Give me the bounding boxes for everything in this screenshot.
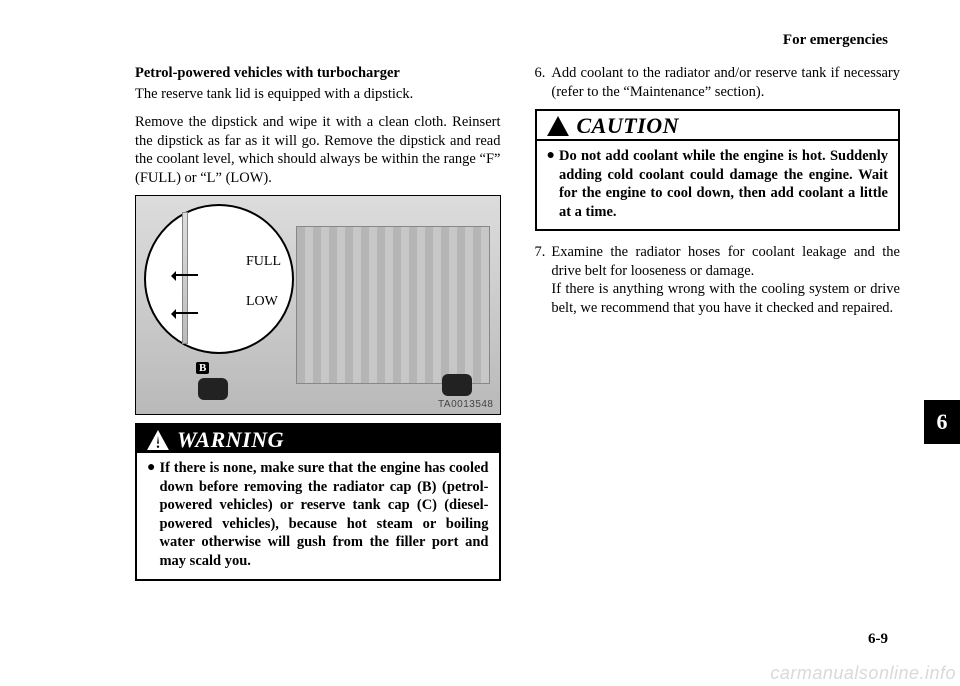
low-label: LOW [246,294,278,310]
warning-title-bar: WARNING [137,425,499,453]
step-list: 7. Examine the radiator hoses for coolan… [535,243,901,317]
right-column: 6. Add coolant to the radiator and/or re… [535,64,901,591]
step-number: 6. [535,64,546,101]
watermark: carmanualsonline.info [770,663,956,684]
subheading: Petrol-powered vehicles with turbocharge… [135,64,501,83]
content-columns: Petrol-powered vehicles with turbocharge… [135,64,900,591]
full-marker [174,274,198,276]
step-text: Examine the radiator hoses for coolant l… [551,243,900,317]
caution-title-text: CAUTION [577,113,680,139]
engine-figure: FULL LOW TA0013548 [135,195,501,415]
warning-triangle-icon [147,430,169,450]
warning-body: ● If there is none, make sure that the e… [137,453,499,578]
manual-page: For emergencies Petrol-powered vehicles … [0,0,960,686]
caution-body: ● Do not add coolant while the engine is… [537,141,899,229]
step-7: 7. Examine the radiator hoses for coolan… [535,243,901,317]
dipstick-icon [182,212,188,344]
warning-text: If there is none, make sure that the eng… [159,459,488,570]
low-marker [174,312,198,314]
paragraph: The reserve tank lid is equipped with a … [135,85,501,104]
bullet-icon: ● [547,147,555,221]
paragraph: Remove the dipstick and wipe it with a c… [135,113,501,187]
figure-id: TA0013548 [438,399,493,410]
bullet-icon: ● [147,459,155,570]
left-column: Petrol-powered vehicles with turbocharge… [135,64,501,591]
cap-icon [442,374,472,396]
warning-title-text: WARNING [177,427,284,453]
dipstick-callout [144,204,294,354]
step-text-line: Examine the radiator hoses for coolant l… [551,244,900,279]
caution-text: Do not add coolant while the engine is h… [559,147,888,221]
step-6: 6. Add coolant to the radiator and/or re… [535,64,901,101]
step-text: Add coolant to the radiator and/or reser… [551,64,900,101]
radiator-cap-b [198,378,228,400]
step-number: 7. [535,243,546,317]
page-number: 6-9 [868,631,888,648]
step-text-line: If there is anything wrong with the cool… [551,281,900,316]
full-label: FULL [246,254,281,270]
step-list: 6. Add coolant to the radiator and/or re… [535,64,901,101]
caution-title-bar: CAUTION [537,111,899,141]
section-title: For emergencies [783,32,888,49]
engine-block-graphic [296,226,490,384]
caution-box: CAUTION ● Do not add coolant while the e… [535,109,901,231]
caution-triangle-icon [547,116,569,136]
chapter-tab: 6 [924,400,960,444]
warning-box: WARNING ● If there is none, make sure th… [135,423,501,580]
